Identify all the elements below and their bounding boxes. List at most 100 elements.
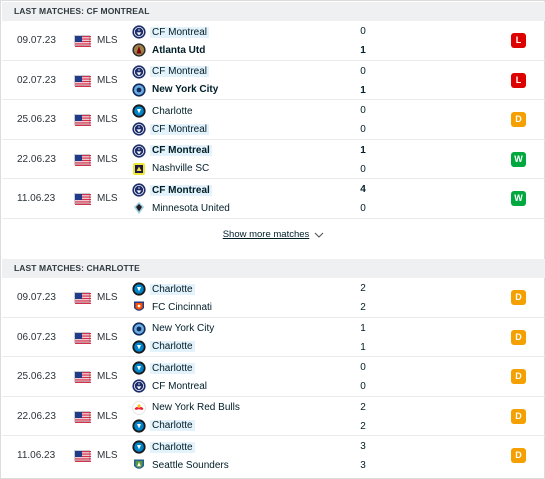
montreal-crest-icon bbox=[132, 143, 146, 158]
result-badge: D bbox=[511, 329, 526, 345]
usa-flag-icon bbox=[74, 371, 91, 383]
usa-flag-icon bbox=[74, 410, 91, 423]
away-score: 1 bbox=[360, 45, 366, 56]
match-date: 02.07.23 bbox=[17, 74, 56, 86]
redbulls-crest-icon bbox=[132, 400, 146, 415]
match-date: 22.06.23 bbox=[17, 153, 56, 165]
match-date: 11.06.23 bbox=[17, 450, 56, 461]
match-row[interactable]: 25.06.23 MLS Charlotte 0 CF Montreal 0 D bbox=[2, 100, 545, 140]
show-more-matches[interactable]: Show more matches bbox=[2, 219, 545, 251]
usa-flag-icon bbox=[74, 153, 91, 166]
usa-flag-icon bbox=[74, 35, 91, 47]
away-team: Charlotte bbox=[132, 417, 195, 435]
home-team: CF Montreal bbox=[132, 142, 212, 160]
away-team-name: Charlotte bbox=[150, 420, 195, 431]
away-team: New York City bbox=[132, 81, 218, 99]
match-row[interactable]: 09.07.23 MLS Charlotte 2 FC Cincinnati 2 D bbox=[2, 278, 545, 318]
away-team-name: CF Montreal bbox=[152, 380, 208, 392]
away-score: 2 bbox=[360, 302, 366, 313]
nycfc-crest-icon bbox=[132, 321, 146, 336]
home-score: 1 bbox=[360, 322, 366, 334]
match-date: 06.07.23 bbox=[17, 331, 56, 343]
match-row[interactable]: 02.07.23 MLS CF Montreal 0 New York City 1 L bbox=[2, 61, 545, 100]
charlotte-crest-icon bbox=[132, 418, 146, 433]
charlotte-crest-icon bbox=[132, 104, 146, 118]
charlotte-crest-icon bbox=[132, 440, 146, 454]
result-badge: W bbox=[511, 151, 526, 167]
home-team-name: Charlotte bbox=[150, 441, 195, 453]
result-badge: D bbox=[511, 369, 526, 384]
match-row[interactable]: 11.06.23 MLS CF Montreal 4 Minnesota United 0… bbox=[2, 179, 545, 219]
away-team: FC Cincinnati bbox=[132, 298, 212, 316]
away-score: 1 bbox=[360, 84, 366, 96]
home-team-name: CF Montreal bbox=[150, 184, 212, 196]
away-team-name: Nashville SC bbox=[152, 163, 210, 174]
charlotte-crest-icon bbox=[132, 282, 146, 296]
competition-label: MLS bbox=[97, 74, 118, 86]
section-title: LAST MATCHES: CF MONTREAL bbox=[2, 2, 545, 21]
match-row[interactable]: 22.06.23 MLS New York Red Bulls 2 Charlotte 2… bbox=[2, 397, 545, 436]
usa-flag-icon bbox=[74, 292, 91, 304]
match-row[interactable]: 22.06.23 MLS CF Montreal 1 Nashville SC 0 W bbox=[2, 140, 545, 179]
match-date: 25.06.23 bbox=[17, 114, 56, 125]
match-row[interactable]: 06.07.23 MLS New York City 1 Charlotte 1 D bbox=[2, 318, 545, 357]
section-cf-montreal: LAST MATCHES: CF MONTREAL 09.07.23 MLS CF … bbox=[2, 2, 545, 251]
home-team: CF Montreal bbox=[132, 181, 212, 199]
home-score: 4 bbox=[360, 184, 366, 195]
away-team: Seattle Sounders bbox=[132, 456, 229, 474]
home-team-name: CF Montreal bbox=[150, 66, 210, 77]
montreal-crest-icon bbox=[132, 25, 146, 39]
home-team: Charlotte bbox=[132, 438, 195, 456]
charlotte-crest-icon bbox=[132, 361, 146, 375]
nycfc-crest-icon bbox=[132, 82, 146, 97]
home-team-name: CF Montreal bbox=[150, 26, 210, 38]
home-team-name: New York City bbox=[152, 323, 215, 334]
show-more-label[interactable]: Show more matches bbox=[222, 229, 310, 240]
result-badge: L bbox=[511, 72, 526, 88]
away-score: 0 bbox=[360, 163, 366, 175]
match-row[interactable]: 25.06.23 MLS Charlotte 0 CF Montreal 0 D bbox=[2, 357, 545, 397]
minnesota-crest-icon bbox=[132, 201, 146, 215]
atlanta-crest-icon bbox=[132, 43, 146, 57]
usa-flag-icon bbox=[74, 331, 91, 344]
montreal-crest-icon bbox=[132, 122, 146, 136]
away-team-name: Minnesota United bbox=[152, 202, 230, 214]
usa-flag-icon bbox=[74, 74, 91, 87]
competition-label: MLS bbox=[97, 35, 118, 46]
match-date: 25.06.23 bbox=[17, 371, 56, 382]
away-team-name: CF Montreal bbox=[150, 123, 210, 135]
montreal-crest-icon bbox=[132, 64, 146, 79]
away-team: CF Montreal bbox=[132, 377, 207, 395]
home-score: 0 bbox=[360, 362, 366, 373]
result-badge: W bbox=[511, 191, 526, 206]
away-score: 2 bbox=[360, 420, 366, 432]
home-team: New York Red Bulls bbox=[132, 399, 240, 417]
home-score: 0 bbox=[360, 26, 366, 37]
home-score: 1 bbox=[360, 144, 366, 156]
away-team: CF Montreal bbox=[132, 120, 210, 138]
home-team: Charlotte bbox=[132, 359, 195, 377]
result-badge: D bbox=[511, 408, 526, 424]
home-score: 0 bbox=[360, 65, 366, 77]
section-title: LAST MATCHES: CHARLOTTE bbox=[2, 259, 545, 278]
away-team-name: FC Cincinnati bbox=[152, 301, 213, 313]
match-row[interactable]: 11.06.23 MLS Charlotte 3 Seattle Sounders 3 D bbox=[2, 436, 545, 476]
match-row[interactable]: 09.07.23 MLS CF Montreal 0 Atlanta Utd 1 L bbox=[2, 21, 545, 61]
competition-label: MLS bbox=[97, 331, 118, 343]
home-team: Charlotte bbox=[132, 280, 195, 298]
result-badge: L bbox=[511, 33, 526, 48]
match-date: 11.06.23 bbox=[17, 193, 56, 204]
away-team: Atlanta Utd bbox=[132, 41, 205, 59]
away-score: 0 bbox=[360, 124, 366, 135]
match-date: 09.07.23 bbox=[17, 292, 56, 303]
away-score: 0 bbox=[360, 203, 366, 214]
away-team-name: New York City bbox=[152, 84, 219, 95]
competition-label: MLS bbox=[97, 450, 118, 461]
competition-label: MLS bbox=[97, 292, 118, 303]
competition-label: MLS bbox=[97, 193, 118, 204]
seattle-crest-icon bbox=[132, 458, 146, 472]
home-score: 2 bbox=[360, 283, 366, 294]
home-team: Charlotte bbox=[132, 102, 193, 120]
montreal-crest-icon bbox=[132, 379, 146, 393]
